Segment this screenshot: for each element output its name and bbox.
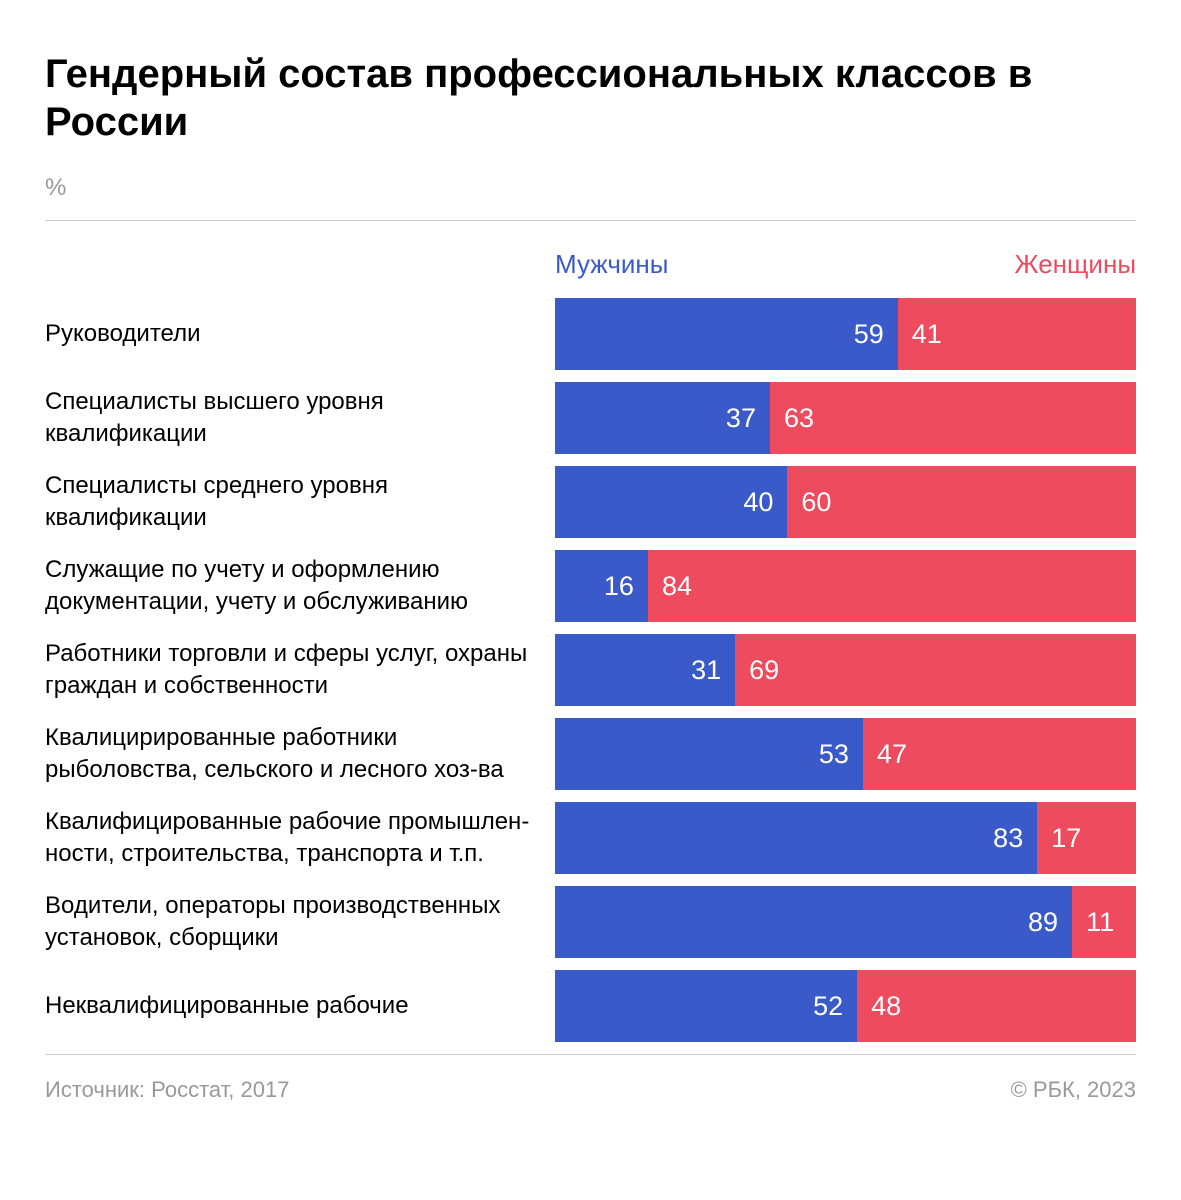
bar: 8911 [555, 886, 1136, 958]
bar-segment-men: 89 [555, 886, 1072, 958]
bar-segment-women: 63 [770, 382, 1136, 454]
chart-row: Специалисты среднего уровня квалификации… [45, 466, 1136, 538]
chart-row: Руководители5941 [45, 298, 1136, 370]
bar-segment-women: 69 [735, 634, 1136, 706]
chart-row: Водители, операторы производственных уст… [45, 886, 1136, 958]
legend: Мужчины Женщины [45, 249, 1136, 280]
bar: 5941 [555, 298, 1136, 370]
bar-segment-men: 16 [555, 550, 648, 622]
row-label: Специалисты высшего уровня квалификации [45, 386, 555, 449]
chart-title: Гендерный состав профессиональных классо… [45, 50, 1136, 146]
bar-segment-women: 11 [1072, 886, 1136, 958]
bar: 8317 [555, 802, 1136, 874]
unit-label: % [45, 174, 1136, 202]
bar-segment-women: 41 [898, 298, 1136, 370]
row-label: Квалицирированные работники рыболовства,… [45, 722, 555, 785]
bar: 1684 [555, 550, 1136, 622]
bar-segment-men: 59 [555, 298, 898, 370]
bar-segment-women: 84 [648, 550, 1136, 622]
legend-men: Мужчины [555, 249, 668, 280]
bar-segment-men: 52 [555, 970, 857, 1042]
chart-row: Работники торговли и сферы услуг, охраны… [45, 634, 1136, 706]
bar-segment-men: 83 [555, 802, 1037, 874]
chart-row: Служащие по учету и оформлению документа… [45, 550, 1136, 622]
bar-segment-men: 40 [555, 466, 787, 538]
bar: 3763 [555, 382, 1136, 454]
row-label: Работники торговли и сферы услуг, охраны… [45, 638, 555, 701]
bar: 3169 [555, 634, 1136, 706]
source-text: Источник: Росстат, 2017 [45, 1077, 289, 1103]
copyright-text: © РБК, 2023 [1011, 1077, 1136, 1103]
bar: 4060 [555, 466, 1136, 538]
row-label: Неквалифицированные рабочие [45, 990, 555, 1022]
chart-row: Квалифицированные рабочие промышлен­ност… [45, 802, 1136, 874]
row-label: Специалисты среднего уровня квалификации [45, 470, 555, 533]
bar-segment-men: 31 [555, 634, 735, 706]
chart-row: Квалицирированные работники рыболовства,… [45, 718, 1136, 790]
bar-segment-women: 47 [863, 718, 1136, 790]
bar-segment-women: 60 [787, 466, 1136, 538]
bar-segment-men: 53 [555, 718, 863, 790]
bottom-divider [45, 1054, 1136, 1055]
top-divider [45, 220, 1136, 221]
row-label: Руководители [45, 318, 555, 350]
chart-row: Неквалифицированные рабочие5248 [45, 970, 1136, 1042]
bar: 5248 [555, 970, 1136, 1042]
chart-area: Руководители5941Специалисты высшего уров… [45, 298, 1136, 1042]
row-label: Служащие по учету и оформлению документа… [45, 554, 555, 617]
bar-segment-women: 17 [1037, 802, 1136, 874]
footer: Источник: Росстат, 2017 © РБК, 2023 [45, 1077, 1136, 1103]
bar: 5347 [555, 718, 1136, 790]
legend-women: Женщины [668, 249, 1136, 280]
bar-segment-men: 37 [555, 382, 770, 454]
chart-row: Специалисты высшего уровня квалификации3… [45, 382, 1136, 454]
row-label: Квалифицированные рабочие промышлен­ност… [45, 806, 555, 869]
bar-segment-women: 48 [857, 970, 1136, 1042]
row-label: Водители, операторы производственных уст… [45, 890, 555, 953]
